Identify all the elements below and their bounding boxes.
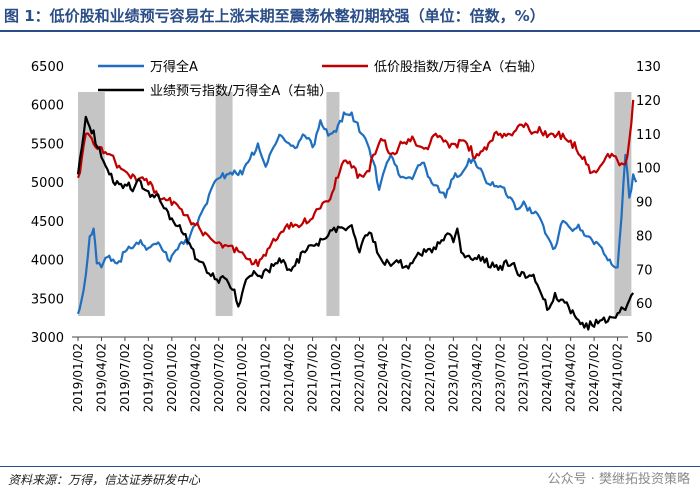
y-right-tick-label: 80 [636, 229, 653, 244]
chart: 3000 3500 4000 4500 5000 5500 6000 6500 50 60 70 80… [31, 59, 661, 412]
x-tick-label: 2024/01/02 [540, 343, 554, 412]
x-tick-label: 2022/10/02 [423, 343, 437, 412]
x-tick-label: 2021/04/02 [282, 343, 296, 412]
title-bar: 图 1：低价股和业绩预亏容易在上涨末期至震荡休整初期较强（单位：倍数，%） [0, 0, 700, 32]
legend-label: 低价股指数/万得全A（右轴） [374, 59, 543, 75]
x-tick-label: 2024/04/02 [564, 343, 578, 412]
y-right-tick-label: 120 [636, 94, 661, 109]
legend-label: 业绩预亏指数/万得全A（右轴） [150, 83, 332, 99]
y-left-tick-label: 4000 [31, 254, 64, 269]
y-right-tick-label: 90 [636, 196, 653, 211]
x-tick-label: 2021/10/02 [329, 343, 343, 412]
shaded-period [78, 92, 105, 316]
y-right-tick-label: 60 [636, 297, 653, 312]
x-tick-label: 2019/10/02 [141, 343, 155, 412]
x-tick-label: 2023/10/02 [517, 343, 531, 412]
x-tick-label: 2023/07/02 [493, 343, 507, 412]
source-note: 资料来源：万得，信达证券研发中心 [8, 473, 201, 487]
x-tick-label: 2024/07/02 [587, 343, 601, 412]
x-tick-label: 2020/07/02 [212, 343, 226, 412]
y-left-tick-label: 5500 [31, 137, 64, 152]
y-left-tick-label: 6000 [31, 99, 64, 114]
y-left-tick-label: 6500 [31, 60, 64, 75]
x-tick-label: 2022/07/02 [399, 343, 413, 412]
y-left-tick-label: 3500 [31, 292, 64, 307]
x-tick-label: 2020/04/02 [188, 343, 202, 412]
shaded-period [215, 92, 233, 316]
y-left-tick-label: 5000 [31, 176, 64, 191]
x-tick-label: 2022/04/02 [376, 343, 390, 412]
x-tick-label: 2022/01/02 [353, 343, 367, 412]
x-tick-label: 2023/04/02 [470, 343, 484, 412]
series-line [76, 111, 638, 315]
x-tick-label: 2021/01/02 [259, 343, 273, 412]
x-tick-label: 2019/07/02 [118, 343, 132, 412]
watermark: 公众号 · 樊继拓投资策略 [547, 472, 690, 487]
x-tick-label: 2020/01/02 [165, 343, 179, 412]
shaded-period [326, 92, 340, 316]
y-right-tick-label: 50 [636, 331, 653, 346]
y-right-tick-label: 70 [636, 263, 653, 278]
series-line [76, 115, 635, 331]
divider [0, 466, 700, 467]
chart-title: 图 1：低价股和业绩预亏容易在上涨末期至震荡休整初期较强（单位：倍数，%） [4, 7, 545, 25]
legend-label: 万得全A [150, 59, 198, 75]
series-line [76, 99, 635, 267]
y-right-tick-label: 110 [636, 128, 661, 143]
x-tick-label: 2020/10/02 [235, 343, 249, 412]
y-left-tick-label: 3000 [31, 331, 64, 346]
x-tick-label: 2019/01/02 [71, 343, 85, 412]
y-right-tick-label: 130 [636, 60, 661, 75]
x-tick-label: 2023/01/02 [446, 343, 460, 412]
x-tick-label: 2019/04/02 [94, 343, 108, 412]
x-tick-label: 2024/10/02 [611, 343, 625, 412]
y-left-tick-label: 4500 [31, 215, 64, 230]
x-tick-label: 2021/07/02 [306, 343, 320, 412]
y-right-tick-label: 100 [636, 162, 661, 177]
